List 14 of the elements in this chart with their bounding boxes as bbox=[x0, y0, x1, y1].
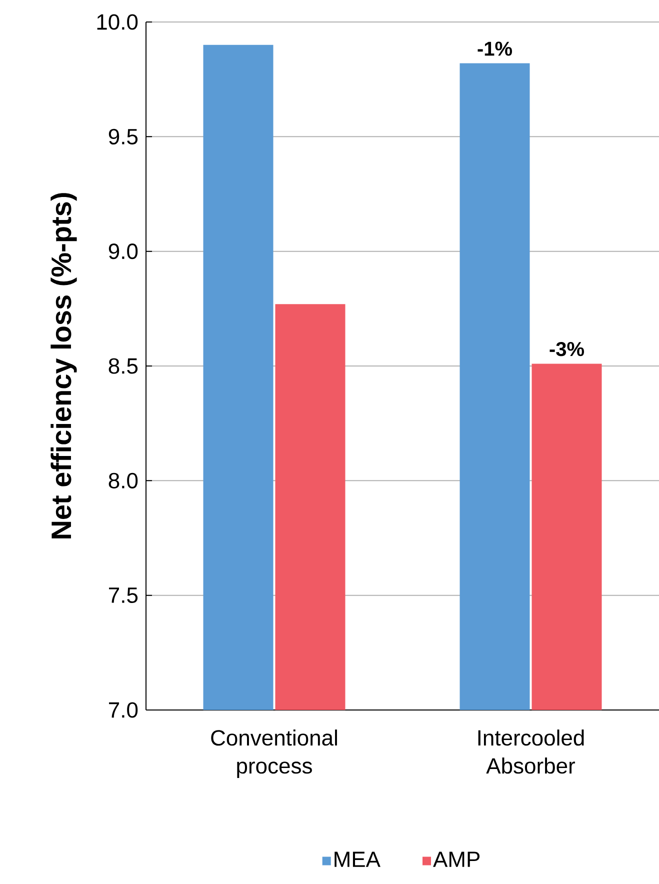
y-tick-label: 10.0 bbox=[97, 14, 138, 30]
legend-label: MEA bbox=[334, 852, 380, 867]
y-tick-label: 8.5 bbox=[108, 358, 138, 374]
y-axis-title: Net efficiency loss (%-pts) bbox=[50, 193, 77, 538]
y-tick-label: 9.0 bbox=[108, 244, 138, 260]
y-tick-label: 7.5 bbox=[109, 588, 138, 604]
annotation: -1% bbox=[478, 42, 512, 56]
x-tick-label: Intercooled Absorber bbox=[478, 730, 584, 774]
x-tick-label: Conventional process bbox=[211, 730, 337, 778]
legend-label: AMP bbox=[433, 852, 480, 867]
annotation: -3% bbox=[550, 342, 584, 356]
y-tick-label: 8.0 bbox=[108, 472, 138, 488]
y-tick-label: 9.5 bbox=[108, 128, 138, 144]
y-tick-label: 7.0 bbox=[109, 702, 138, 718]
